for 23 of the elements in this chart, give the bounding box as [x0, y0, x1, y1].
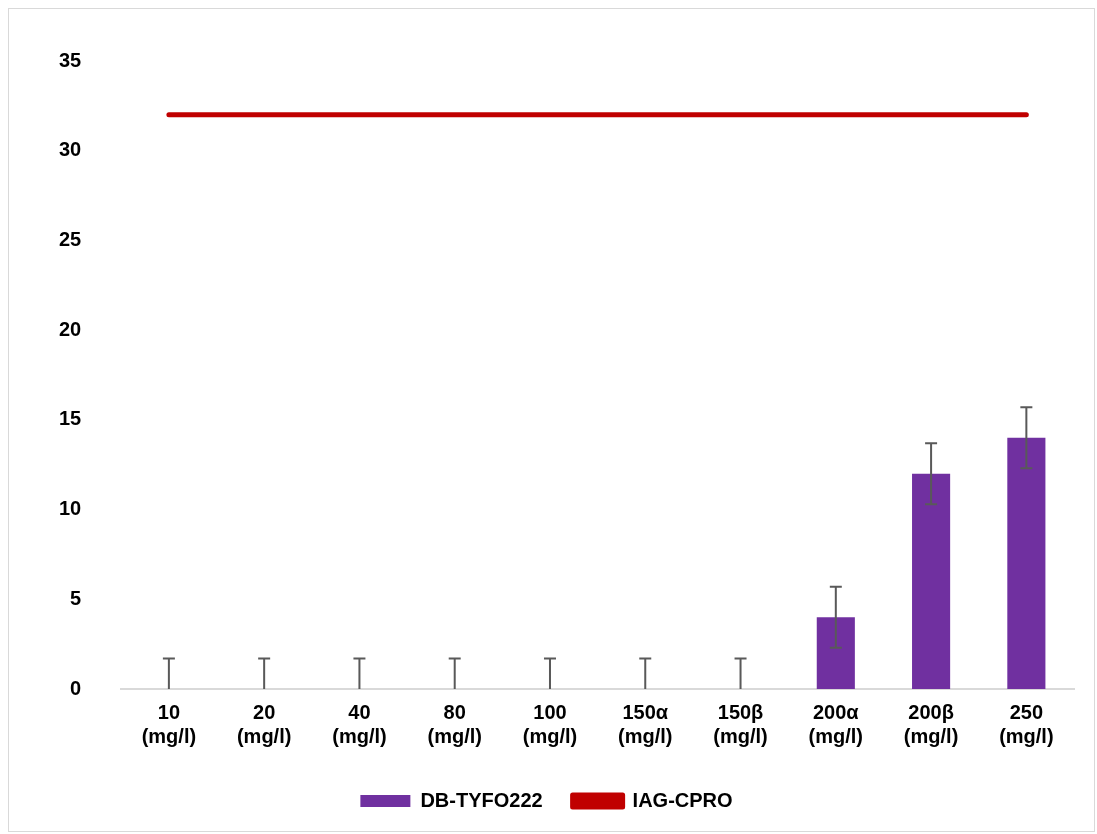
y-tick-label: 25: [59, 227, 82, 250]
y-tick-label: 10: [59, 497, 82, 520]
x-tick-label: 80 (mg/l): [427, 700, 482, 747]
legend-label: IAG-CPRO: [632, 788, 733, 811]
bar: [1007, 437, 1046, 689]
y-tick-label: 20: [59, 317, 82, 340]
x-tick-label: 40 (mg/l): [332, 700, 387, 747]
y-tick-label: 30: [59, 138, 82, 161]
y-tick-label: 5: [70, 586, 82, 609]
y-tick-label: 0: [70, 676, 82, 699]
y-tick-label: 15: [59, 407, 82, 430]
x-tick-label: 10 (mg/l): [141, 700, 197, 747]
y-tick-label: 35: [59, 48, 82, 71]
x-tick-label: 100 (mg/l): [522, 700, 578, 747]
x-tick-label: 150α (mg/l): [618, 700, 673, 747]
x-tick-label: 200α (mg/l): [808, 700, 864, 747]
bar: [816, 617, 855, 689]
bar: [912, 473, 951, 689]
legend-label: DB-TYFO222: [420, 788, 543, 811]
x-tick-label: 200β (mg/l): [903, 700, 959, 747]
x-tick-label: 150β (mg/l): [713, 700, 768, 747]
x-tick-label: 250 (mg/l): [999, 700, 1054, 747]
x-tick-label: 20 (mg/l): [236, 700, 292, 747]
